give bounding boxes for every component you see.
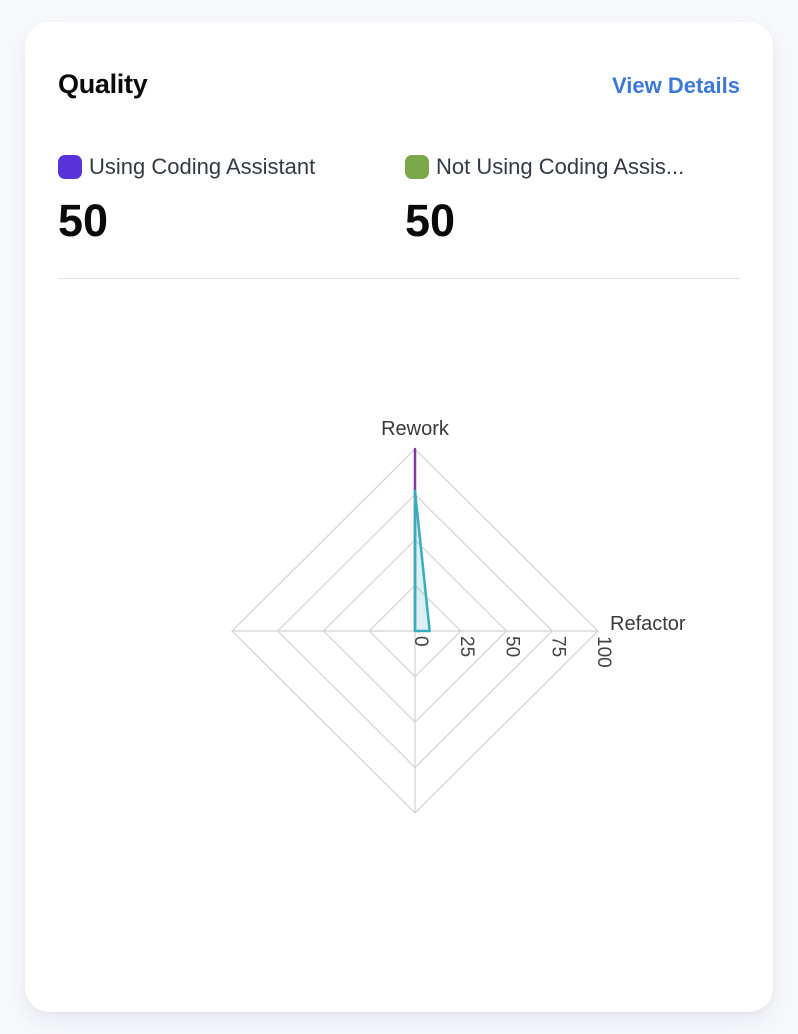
view-details-link[interactable]: View Details: [612, 73, 740, 98]
radar-tick-label: 25: [456, 636, 477, 657]
legend-label: Not Using Coding Assis...: [436, 154, 685, 179]
card-title: Quality: [58, 69, 148, 99]
radar-tick-label: 75: [547, 636, 568, 657]
radar-tick-label: 0: [410, 636, 431, 647]
radar-series-polygon-1: [413, 489, 431, 633]
radar-axis-label-rework: Rework: [381, 418, 450, 440]
legend-item-not-using-coding-assistant: Not Using Coding Assis... 50: [405, 152, 740, 246]
legend-swatch-using-coding-assistant: [58, 155, 82, 179]
card-header: Quality View Details: [58, 22, 740, 102]
radar-tick-label: 50: [502, 636, 523, 657]
legend-item-using-coding-assistant: Using Coding Assistant 50: [58, 152, 393, 246]
radar-chart: 0 25 50 75 100 Rework Refactor: [231, 418, 686, 814]
divider: [58, 278, 740, 279]
legend-label: Using Coding Assistant: [89, 154, 316, 179]
legend-value: 50: [405, 195, 456, 246]
quality-card: Quality View Details Using Coding Assist…: [25, 22, 773, 1012]
legend: Using Coding Assistant 50 Not Using Codi…: [58, 152, 740, 246]
radar-tick-label: 100: [593, 636, 614, 668]
legend-value: 50: [58, 195, 109, 246]
radar-axis-label-refactor: Refactor: [610, 613, 686, 635]
legend-swatch-not-using-coding-assistant: [405, 155, 429, 179]
radar-chart-area: 0 25 50 75 100 Rework Refactor: [58, 279, 740, 979]
